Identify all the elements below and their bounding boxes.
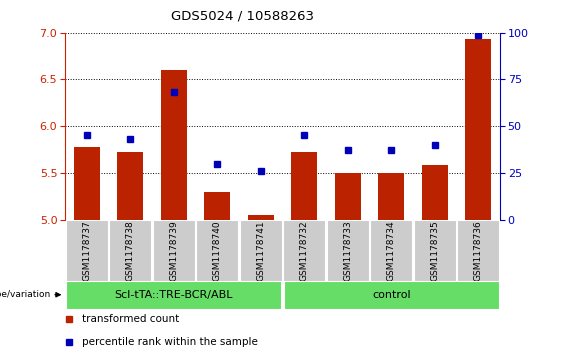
Text: GSM1178738: GSM1178738	[126, 220, 134, 281]
Text: GSM1178737: GSM1178737	[82, 220, 91, 281]
Text: genotype/variation: genotype/variation	[0, 290, 51, 299]
Bar	[284, 220, 325, 281]
Text: GSM1178740: GSM1178740	[213, 220, 221, 281]
Bar	[414, 220, 455, 281]
Text: GSM1178741: GSM1178741	[257, 220, 265, 281]
Text: Scl-tTA::TRE-BCR/ABL: Scl-tTA::TRE-BCR/ABL	[115, 290, 233, 300]
Bar	[378, 173, 405, 220]
Text: GSM1178735: GSM1178735	[431, 220, 439, 281]
Bar	[66, 220, 107, 281]
Text: GSM1178736: GSM1178736	[474, 220, 483, 281]
Bar	[247, 215, 274, 220]
Bar	[465, 39, 492, 220]
Text: GSM1178733: GSM1178733	[344, 220, 352, 281]
Bar	[153, 220, 194, 281]
Bar	[421, 166, 448, 220]
Bar	[327, 220, 368, 281]
Bar	[73, 147, 100, 220]
Bar	[284, 281, 498, 309]
Bar	[117, 152, 144, 220]
Text: GSM1178739: GSM1178739	[170, 220, 178, 281]
Text: transformed count: transformed count	[82, 314, 180, 324]
Text: percentile rank within the sample: percentile rank within the sample	[82, 337, 258, 347]
Bar	[334, 173, 361, 220]
Text: GDS5024 / 10588263: GDS5024 / 10588263	[171, 9, 315, 22]
Bar	[110, 220, 151, 281]
Bar	[240, 220, 281, 281]
Bar	[160, 70, 187, 220]
Bar	[197, 220, 238, 281]
Bar	[291, 152, 318, 220]
Bar	[371, 220, 412, 281]
Text: control: control	[372, 290, 411, 300]
Text: GSM1178732: GSM1178732	[300, 220, 308, 281]
Bar	[204, 192, 231, 220]
Bar	[458, 220, 499, 281]
Bar	[67, 281, 281, 309]
Text: GSM1178734: GSM1178734	[387, 220, 396, 281]
